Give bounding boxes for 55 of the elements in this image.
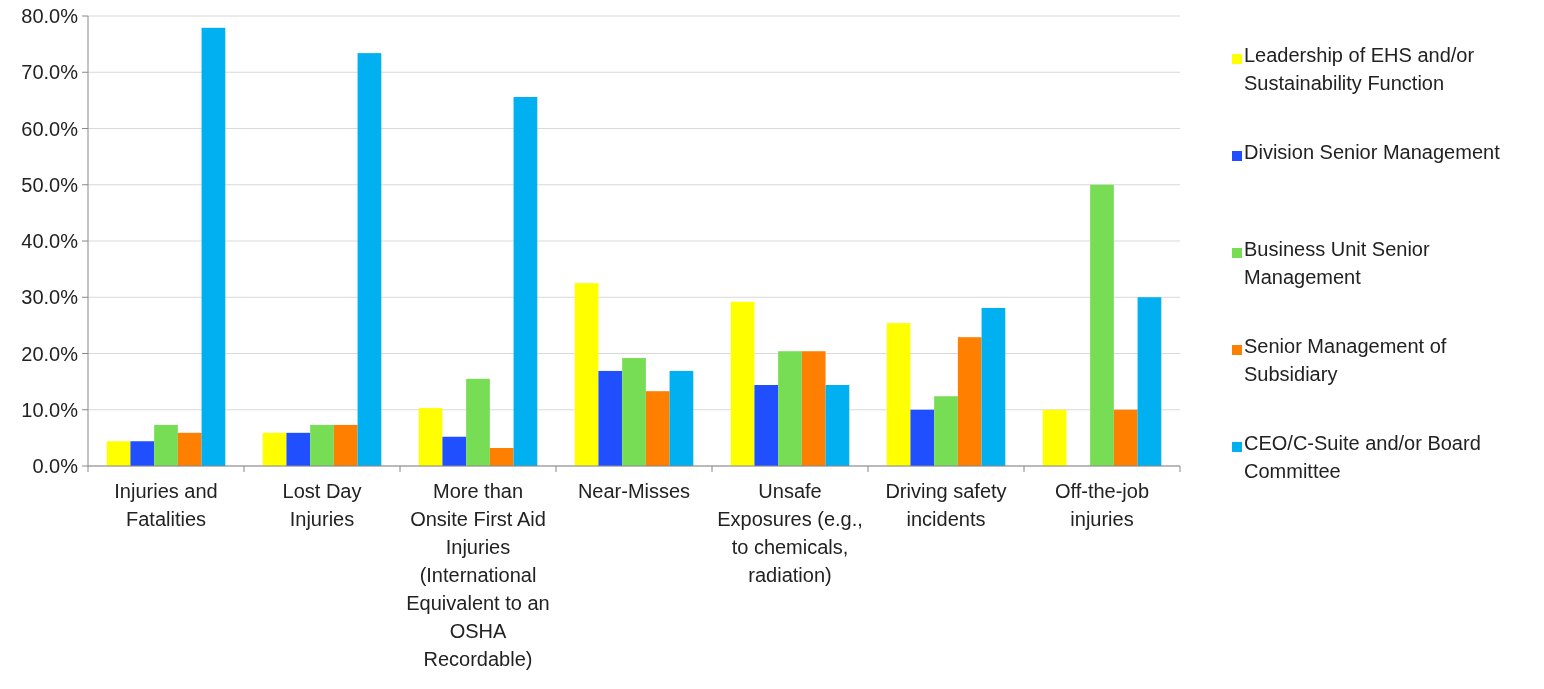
- y-tick-label: 20.0%: [21, 342, 79, 365]
- bar: [513, 97, 538, 466]
- bar: [201, 27, 226, 466]
- bar: [1137, 297, 1162, 466]
- bar: [730, 301, 755, 466]
- x-tick-label: More than Onsite First Aid Injuries (International Equivalent to an OSHA Recordable): [406, 480, 550, 670]
- bar: [981, 307, 1006, 466]
- bar: [106, 441, 131, 466]
- bar: [622, 358, 646, 466]
- bar: [957, 337, 982, 466]
- bar: [801, 351, 826, 466]
- x-tick-label: Unsafe Exposures (e.g., to chemicals, radiation): [717, 480, 863, 586]
- x-tick-label: Injuries and Fatalities: [114, 480, 218, 530]
- bar: [1090, 184, 1114, 466]
- bar: [910, 409, 935, 466]
- bar: [333, 424, 358, 466]
- x-tick-label: Near-Misses: [577, 480, 691, 502]
- y-tick-label: 30.0%: [21, 286, 79, 309]
- bar: [466, 378, 490, 466]
- bar: [154, 424, 178, 466]
- bar: [286, 432, 311, 466]
- y-tick-label: 80.0%: [21, 5, 79, 27]
- y-tick-label: 60.0%: [21, 117, 79, 140]
- legend-label: Leadership of EHS and/or Sustainability Function: [1244, 44, 1475, 94]
- bar: [934, 396, 958, 466]
- bar: [310, 424, 334, 466]
- legend-label: Senior Management of Subsidiary: [1244, 335, 1447, 385]
- bar: [130, 441, 155, 466]
- bar: [886, 323, 911, 466]
- x-tick-label: Lost Day Injuries: [282, 480, 362, 530]
- bar: [177, 432, 202, 466]
- legend-label: Division Senior Management: [1244, 141, 1501, 163]
- x-tick-label: Off-the-job injuries: [1054, 480, 1150, 530]
- bar: [442, 436, 467, 466]
- y-tick-label: 10.0%: [21, 398, 79, 421]
- bar: [778, 351, 802, 466]
- y-tick-label: 0.0%: [32, 455, 79, 477]
- legend-label: Business Unit Senior Management: [1244, 238, 1430, 288]
- bar: [754, 385, 779, 466]
- bar: [574, 283, 599, 466]
- bar: [489, 448, 514, 466]
- bar: [1113, 409, 1138, 466]
- bar: [418, 408, 443, 466]
- bar: [357, 53, 382, 466]
- bar: [669, 370, 694, 466]
- x-tick-label: Driving safety incidents: [885, 480, 1007, 530]
- y-tick-label: 40.0%: [21, 230, 79, 252]
- legend-label: CEO/C-Suite and/or Board Committee: [1244, 432, 1481, 482]
- bar: [262, 432, 287, 466]
- y-tick-label: 50.0%: [21, 173, 79, 196]
- bar: [825, 385, 850, 466]
- bar: [598, 370, 623, 466]
- y-tick-label: 70.0%: [21, 61, 79, 84]
- bar: [1042, 409, 1067, 466]
- bar: [645, 391, 670, 466]
